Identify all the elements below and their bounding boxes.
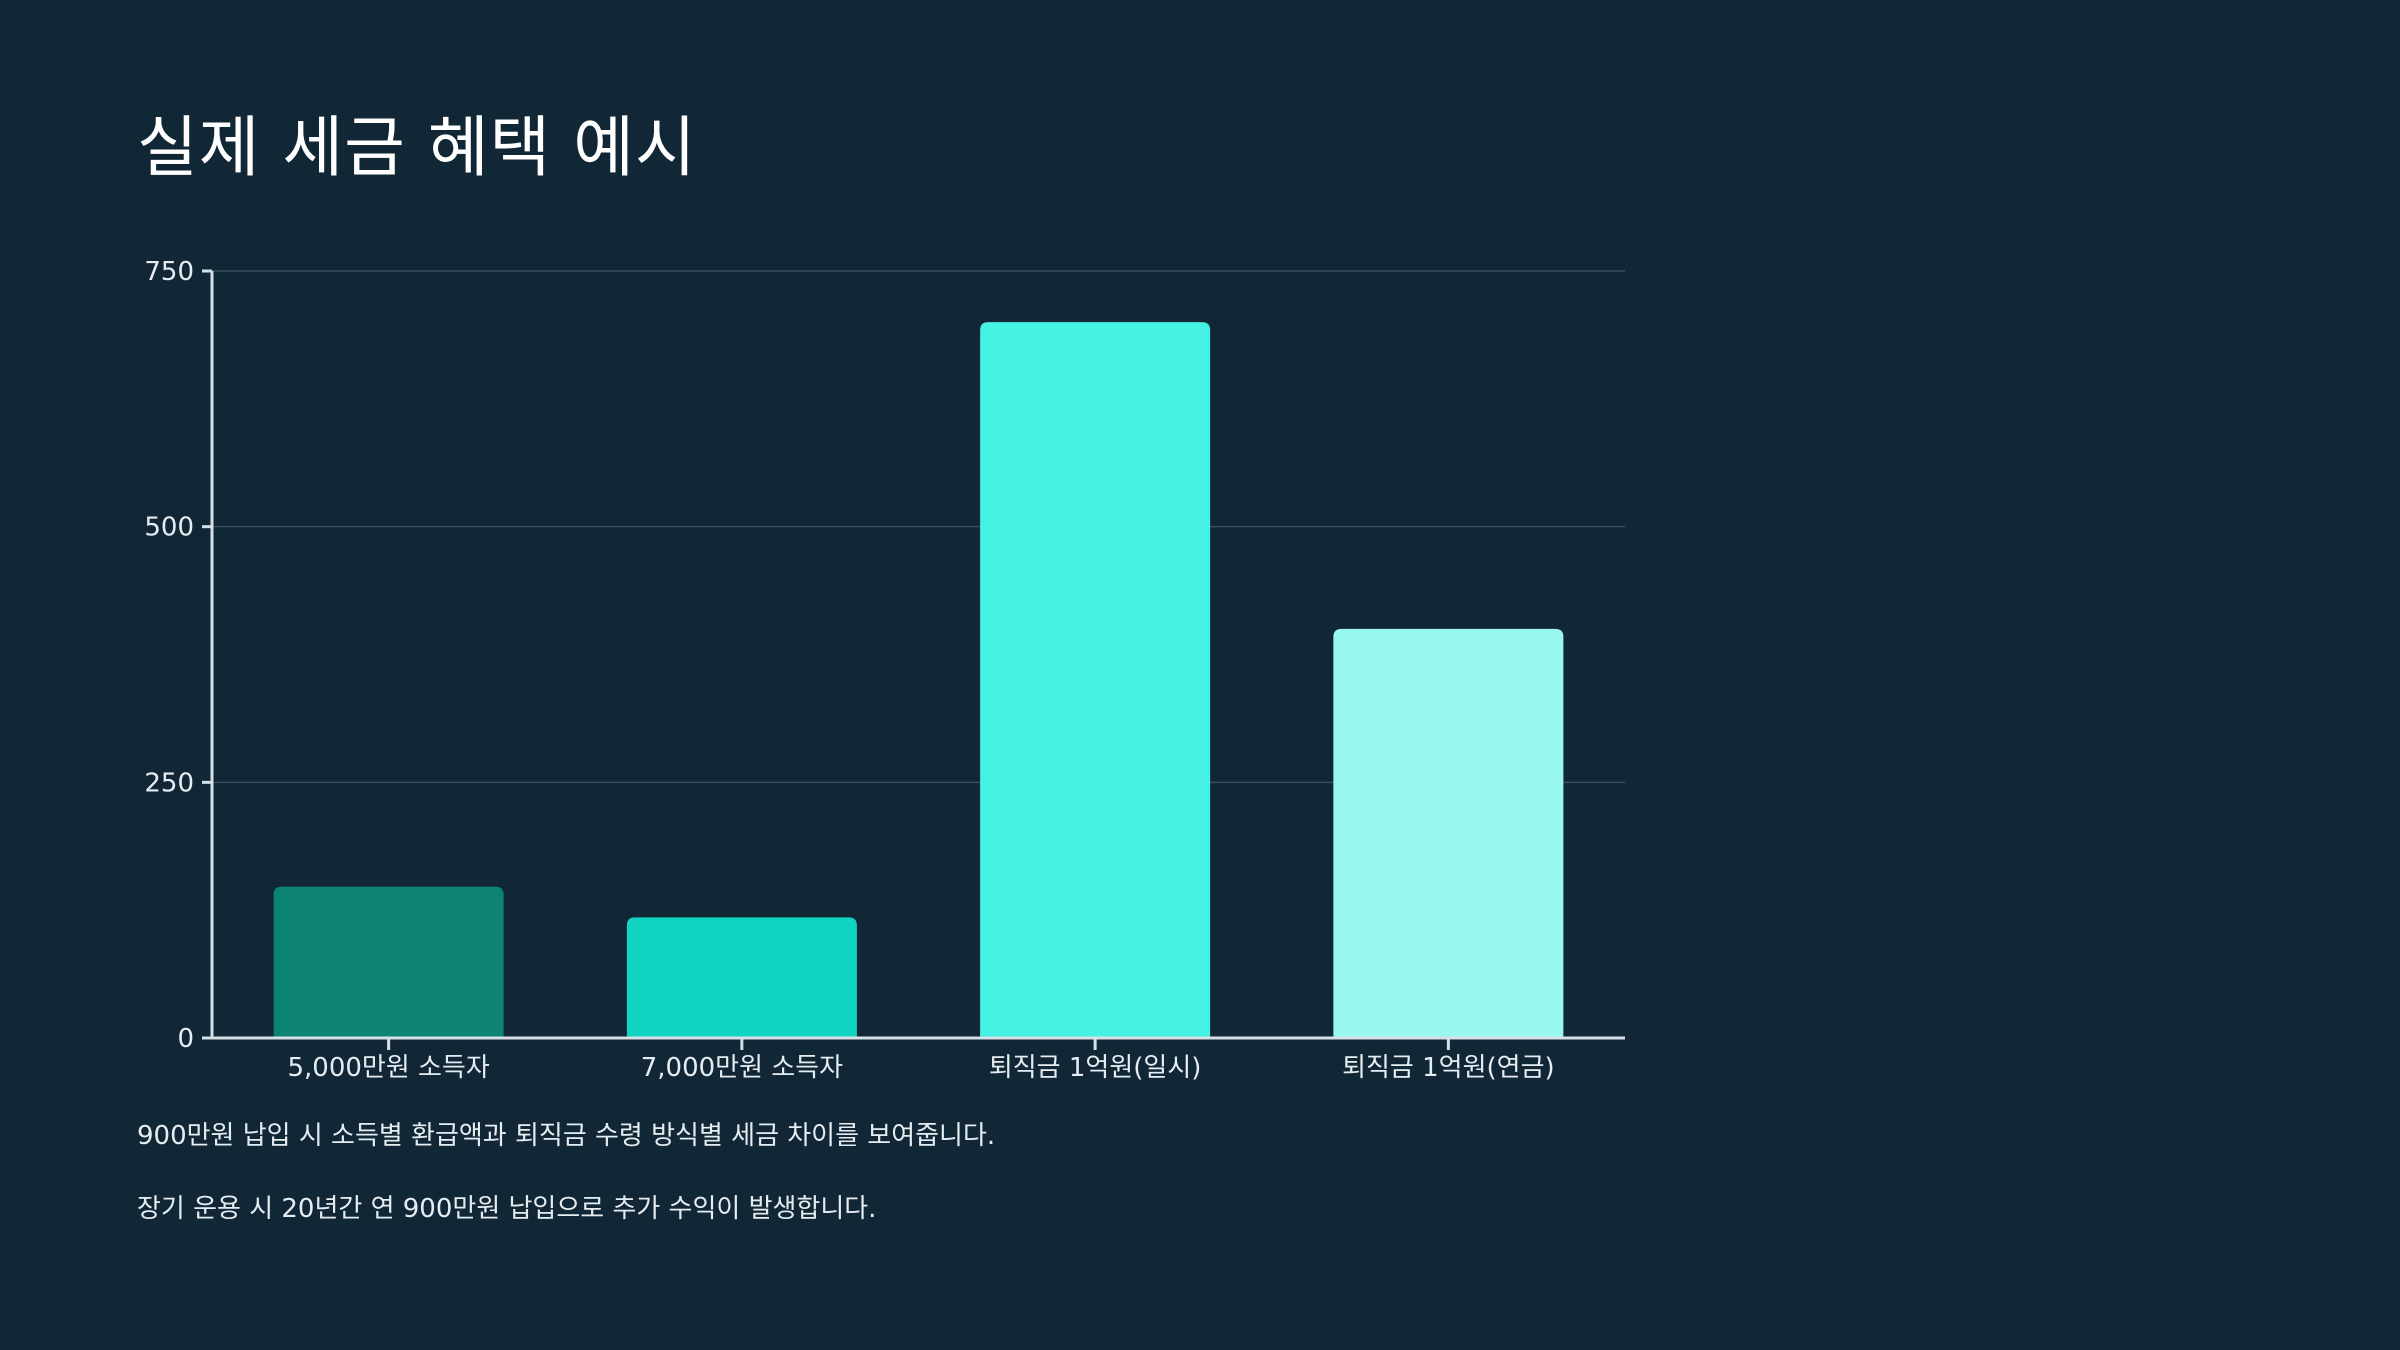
tick-labels: 0 250 500 750 5,000만원 소득자 7,000만원 소득자 퇴직금 1억원(… [144,257,1554,1083]
y-tick-label: 0 [177,1024,194,1054]
y-tick-label: 250 [144,768,194,798]
chart-note: 900만원 납입 시 소득별 환급액과 퇴직금 수령 방식별 세금 차이를 보여… [137,1121,996,1151]
x-tick-label: 퇴직금 1억원(연금) [1342,1053,1555,1083]
axes [202,269,1625,1050]
y-tick-label: 750 [144,257,194,287]
bar [626,917,857,1038]
bar [1333,628,1564,1038]
bar [273,886,504,1038]
y-tick-label: 500 [144,513,194,543]
page-title: 실제 세금 혜택 예시 [137,109,697,186]
bar [980,322,1211,1039]
x-tick-label: 퇴직금 1억원(일시) [989,1053,1202,1083]
bars [273,322,1564,1039]
x-tick-label: 5,000만원 소득자 [287,1053,489,1083]
chart-note: 장기 운용 시 20년간 연 900만원 납입으로 추가 수익이 발생합니다. [137,1194,877,1224]
x-tick-label: 7,000만원 소득자 [641,1053,843,1083]
